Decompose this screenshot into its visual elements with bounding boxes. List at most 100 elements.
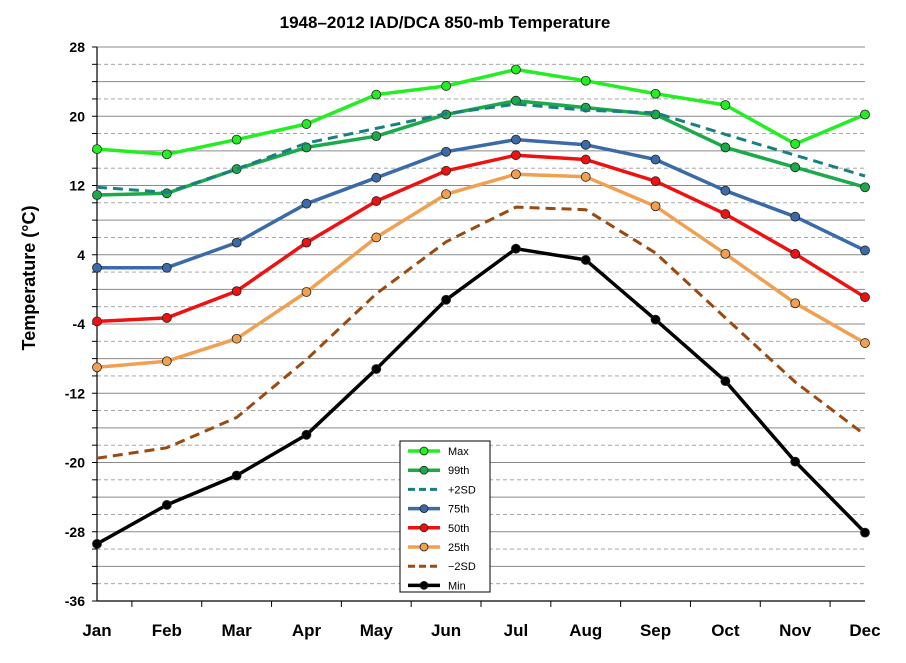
legend-marker <box>419 504 429 514</box>
series-line <box>96 67 866 157</box>
data-point <box>720 376 731 387</box>
data-point <box>790 456 801 467</box>
data-point <box>231 237 242 248</box>
data-point <box>161 262 172 273</box>
x-tick-label: Jun <box>431 621 461 640</box>
data-point <box>371 364 382 374</box>
data-point <box>580 154 591 165</box>
y-tick-label: -36 <box>65 593 85 609</box>
data-point <box>650 201 661 212</box>
y-tick-label: 4 <box>77 247 85 263</box>
y-tick-label: -12 <box>65 385 85 401</box>
data-point <box>790 298 801 309</box>
data-point <box>92 316 102 327</box>
data-point <box>511 150 521 161</box>
data-point <box>860 109 870 120</box>
data-point <box>92 262 102 273</box>
data-point <box>580 255 591 265</box>
legend-marker <box>419 581 429 590</box>
data-point <box>650 176 661 187</box>
data-point <box>790 162 801 173</box>
data-point <box>301 287 312 297</box>
legend-marker <box>419 465 429 475</box>
x-tick-label: Nov <box>779 621 812 640</box>
data-point <box>720 100 731 110</box>
series-line <box>97 137 866 270</box>
legend-box <box>399 440 491 593</box>
series-line <box>96 102 866 194</box>
data-point <box>161 313 172 323</box>
legend-label: 25th <box>448 542 469 554</box>
data-point <box>441 146 451 157</box>
legend-label: Min <box>448 580 466 592</box>
x-tick-label: Dec <box>849 621 880 640</box>
data-point <box>441 189 451 200</box>
x-tick-label: Sep <box>640 621 671 640</box>
data-point <box>650 314 661 325</box>
series-line <box>96 246 867 546</box>
data-point <box>371 131 382 142</box>
legend-label: 99th <box>448 465 469 477</box>
data-point <box>720 209 731 219</box>
data-point <box>301 429 312 440</box>
data-point <box>790 211 801 222</box>
data-point <box>790 248 801 259</box>
data-point <box>511 134 521 145</box>
legend-marker <box>419 542 429 552</box>
data-point <box>371 196 382 206</box>
data-point <box>720 248 731 259</box>
data-point <box>92 144 102 155</box>
data-point <box>860 182 870 193</box>
legend-label: +2SD <box>448 484 476 496</box>
data-point <box>161 149 172 160</box>
series-line <box>96 205 866 460</box>
data-point <box>371 232 382 243</box>
x-tick-label: Apr <box>292 621 322 640</box>
data-point <box>860 292 870 303</box>
data-point <box>231 134 242 145</box>
data-point <box>511 169 521 180</box>
x-tick-label: May <box>360 621 394 640</box>
data-point <box>231 286 242 297</box>
y-axis-label: Temperature (°C) <box>19 206 39 351</box>
data-point <box>92 362 102 373</box>
axis-layer: -36 -28 -20 -12 -4 4 12 20 28 Jan Feb Mar Apr May Jun J… <box>65 39 881 640</box>
x-tick-label: Oct <box>711 621 740 640</box>
y-tick-label: 12 <box>69 178 85 194</box>
data-point <box>301 198 312 209</box>
data-point <box>301 237 312 248</box>
data-point <box>92 538 102 549</box>
data-point <box>441 81 451 91</box>
y-tick-label: -4 <box>73 316 86 332</box>
legend-label: 75th <box>448 504 469 516</box>
legend: Max 99th +2SD 75th 50th 25th −2SD Min <box>399 440 491 593</box>
x-tick-label: Jul <box>504 621 529 640</box>
data-point <box>580 75 591 86</box>
data-point <box>231 333 242 344</box>
data-point <box>301 119 312 129</box>
data-point <box>580 171 591 182</box>
data-point <box>860 338 870 348</box>
series-line <box>96 98 866 197</box>
data-point <box>650 154 661 165</box>
data-point <box>371 172 382 183</box>
data-point <box>860 245 870 256</box>
data-point <box>231 470 242 481</box>
x-tick-label: Mar <box>222 621 253 640</box>
series-line <box>96 153 866 324</box>
data-point <box>720 185 731 196</box>
data-point <box>720 142 731 153</box>
y-tick-label: -20 <box>65 455 85 471</box>
data-point <box>860 527 870 538</box>
data-point <box>441 294 451 305</box>
y-tick-label: 20 <box>69 108 85 124</box>
legend-marker <box>419 446 429 456</box>
x-tick-label: Feb <box>152 621 182 640</box>
x-tick-label: Jan <box>82 621 111 640</box>
data-point <box>511 243 521 254</box>
data-point <box>161 356 172 367</box>
data-point <box>92 190 102 200</box>
data-point <box>650 88 661 99</box>
legend-label: 50th <box>448 523 469 535</box>
